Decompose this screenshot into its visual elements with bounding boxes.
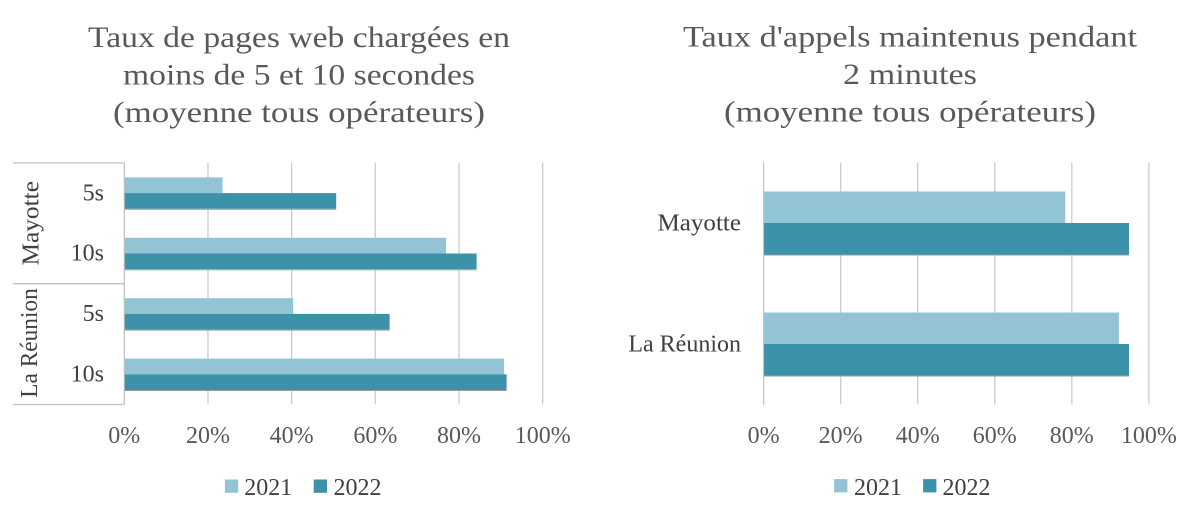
svg-text:40%: 40% (896, 423, 940, 449)
svg-text:2022: 2022 (334, 475, 382, 501)
svg-text:40%: 40% (270, 423, 314, 449)
svg-text:80%: 80% (437, 423, 481, 449)
svg-text:10s: 10s (71, 241, 104, 267)
svg-text:2021: 2021 (854, 475, 902, 501)
svg-text:(moyenne tous opérateurs): (moyenne tous opérateurs) (113, 96, 485, 129)
svg-text:20%: 20% (819, 423, 863, 449)
svg-text:20%: 20% (186, 423, 230, 449)
svg-text:La Réunion: La Réunion (17, 288, 43, 398)
svg-text:5s: 5s (83, 301, 104, 327)
svg-text:moins de 5 et 10 secondes: moins de 5 et 10 secondes (123, 59, 475, 92)
svg-text:Mayotte: Mayotte (658, 210, 742, 236)
svg-text:2022: 2022 (943, 475, 991, 501)
svg-text:2021: 2021 (244, 475, 292, 501)
svg-text:0%: 0% (108, 423, 140, 449)
svg-text:Taux de pages web chargées en: Taux de pages web chargées en (88, 21, 510, 54)
svg-text:(moyenne tous opérateurs): (moyenne tous opérateurs) (724, 96, 1096, 129)
svg-text:60%: 60% (353, 423, 397, 449)
svg-text:100%: 100% (515, 423, 571, 449)
svg-text:100%: 100% (1121, 423, 1177, 449)
svg-text:10s: 10s (71, 362, 104, 388)
svg-text:Taux d'appels maintenus pendan: Taux d'appels maintenus pendant (683, 21, 1138, 54)
svg-text:80%: 80% (1050, 423, 1094, 449)
svg-text:La Réunion: La Réunion (628, 331, 741, 357)
svg-text:2 minutes: 2 minutes (843, 58, 977, 91)
svg-text:60%: 60% (973, 423, 1017, 449)
svg-text:5s: 5s (83, 180, 104, 206)
svg-text:0%: 0% (748, 423, 780, 449)
svg-text:Mayotte: Mayotte (19, 181, 45, 265)
